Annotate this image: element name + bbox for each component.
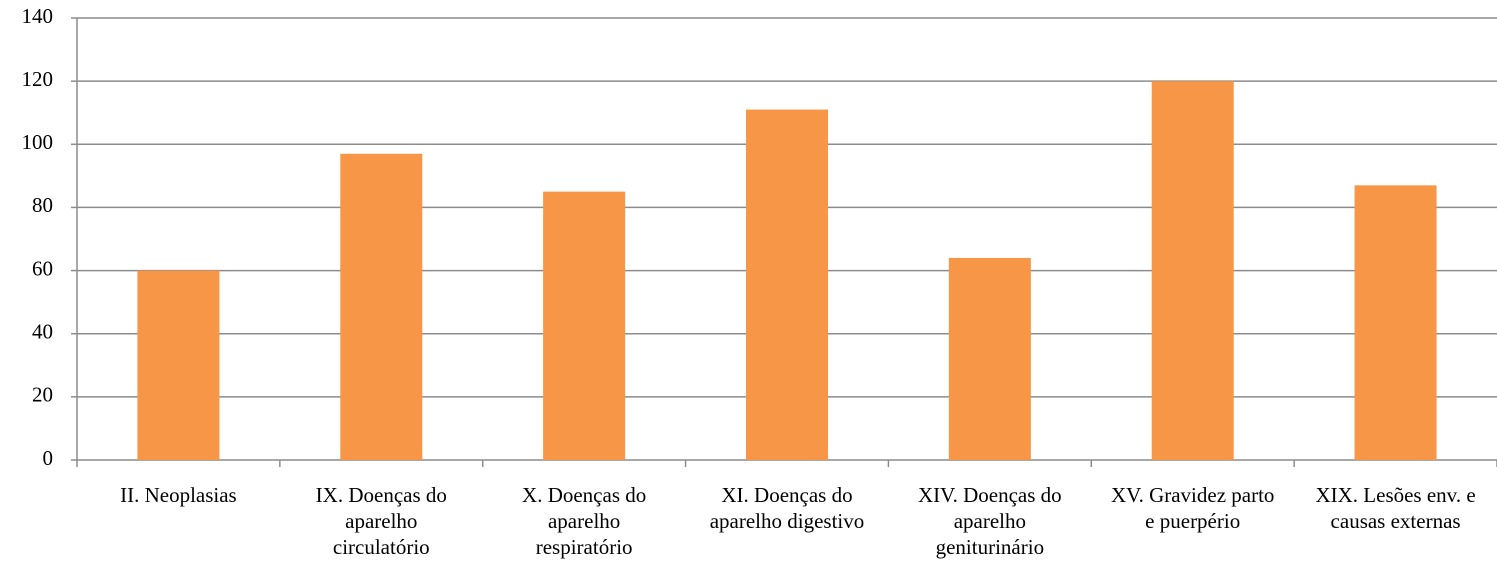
y-tick-label: 0 <box>43 446 54 470</box>
y-tick-label: 20 <box>32 383 53 407</box>
y-tick-label: 80 <box>32 193 53 217</box>
x-tick-label: IX. Doenças do aparelho circulatório <box>315 483 447 559</box>
bar <box>1151 81 1234 461</box>
bar <box>543 191 626 460</box>
y-tick-label: 100 <box>22 130 54 154</box>
bar <box>340 153 423 460</box>
x-tick-label: XIX. Lesões env. e causas externas <box>1315 483 1476 533</box>
x-tick-label: X. Doenças do aparelho respiratório <box>522 483 647 559</box>
bar <box>746 109 828 461</box>
x-tick-label: II. Neoplasias <box>120 483 237 507</box>
x-tick-label: XI. Doenças do aparelho digestivo <box>709 483 865 533</box>
x-tick-label: XV. Gravidez parto e puerpério <box>1110 483 1275 533</box>
y-tick-label: 40 <box>32 320 53 344</box>
x-tick-label: XIV. Doenças do aparelho geniturinário <box>918 483 1062 559</box>
bar <box>137 270 220 460</box>
y-tick-label: 60 <box>32 256 53 280</box>
bar <box>1354 185 1437 461</box>
bar <box>948 257 1031 460</box>
y-tick-label: 140 <box>22 4 54 28</box>
y-tick-label: 120 <box>22 67 54 91</box>
